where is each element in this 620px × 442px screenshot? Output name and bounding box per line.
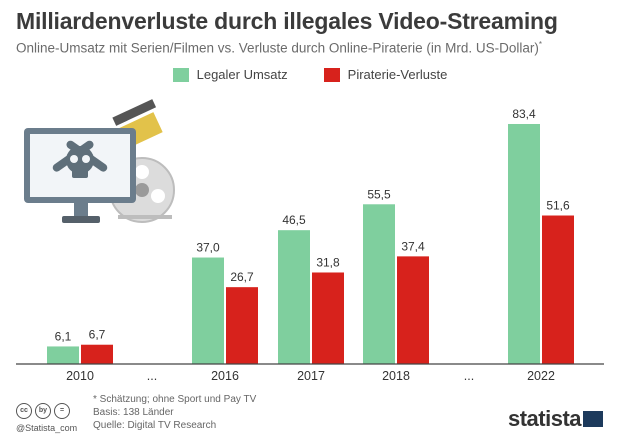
- x-tick-label: 2018: [382, 369, 410, 383]
- by-icon: by: [35, 403, 51, 419]
- label-legal-2016: 37,0: [196, 241, 220, 255]
- footnote-source: Quelle: Digital TV Research: [93, 420, 217, 431]
- legend: Legaler Umsatz Piraterie-Verluste: [0, 67, 620, 82]
- label-legal-2010: 6,1: [55, 329, 72, 343]
- bars-layer: 6,1 6,7 37,0 26,7 46,5 31,8 55,5 37,4 83,4 51,6: [47, 107, 574, 364]
- x-tick-label: 2022: [527, 369, 555, 383]
- label-piracy-2010: 6,7: [89, 328, 106, 342]
- footer-notes: * Schätzung; ohne Sport und Pay TV Basis…: [93, 393, 256, 432]
- bar-legal-2016: [192, 257, 224, 364]
- statista-handle: @Statista_com: [16, 423, 78, 433]
- label-piracy-2018: 37,4: [401, 239, 425, 253]
- legend-item-legal: Legaler Umsatz: [172, 67, 288, 82]
- label-legal-2022: 83,4: [512, 107, 536, 121]
- subtitle-footnote-mark: *: [538, 40, 543, 49]
- bar-piracy-2010: [81, 344, 113, 364]
- subtitle-text: Online-Umsatz mit Serien/Filmen vs. Verl…: [16, 40, 539, 56]
- statista-logo: statista: [508, 406, 582, 431]
- nd-icon: =: [54, 403, 70, 419]
- bar-piracy-2017: [312, 272, 344, 364]
- piracy-illustration: [24, 99, 175, 223]
- x-tick-label: 2010: [66, 369, 94, 383]
- legend-swatch-piracy: [323, 67, 340, 82]
- x-tick-labels: 2010... 2016 2017 2018... 2022: [66, 369, 555, 383]
- bar-legal-2010: [47, 346, 79, 364]
- chart-subtitle: Online-Umsatz mit Serien/Filmen vs. Verl…: [16, 40, 542, 56]
- legend-swatch-legal: [172, 67, 189, 82]
- license-icons: cc by =: [16, 403, 70, 419]
- footnote-basis: Basis: 138 Länder: [93, 407, 174, 418]
- statista-logo-mark-icon: [583, 411, 603, 427]
- legend-label-piracy: Piraterie-Verluste: [347, 67, 448, 82]
- footnote-estimate: * Schätzung; ohne Sport und Pay TV: [93, 394, 257, 405]
- chart-title: Milliardenverluste durch illegales Video…: [16, 8, 558, 34]
- legend-label-legal: Legaler Umsatz: [196, 67, 288, 82]
- label-legal-2017: 46,5: [282, 213, 306, 227]
- bar-legal-2017: [278, 230, 310, 364]
- x-tick-label: ...: [147, 369, 157, 383]
- label-piracy-2017: 31,8: [316, 255, 340, 269]
- bar-piracy-2016: [226, 287, 258, 364]
- cc-icon: cc: [16, 403, 32, 419]
- skull-crossbones-icon: [52, 140, 108, 178]
- label-piracy-2016: 26,7: [230, 270, 254, 284]
- bar-piracy-2018: [397, 256, 429, 364]
- label-legal-2018: 55,5: [367, 187, 391, 201]
- x-tick-label: 2017: [297, 369, 325, 383]
- label-piracy-2022: 51,6: [546, 199, 570, 213]
- bar-legal-2022: [508, 123, 540, 364]
- x-tick-label: 2016: [211, 369, 239, 383]
- bar-legal-2018: [363, 204, 395, 364]
- bar-piracy-2022: [542, 215, 574, 364]
- legend-item-piracy: Piraterie-Verluste: [323, 67, 448, 82]
- x-tick-label: ...: [464, 369, 474, 383]
